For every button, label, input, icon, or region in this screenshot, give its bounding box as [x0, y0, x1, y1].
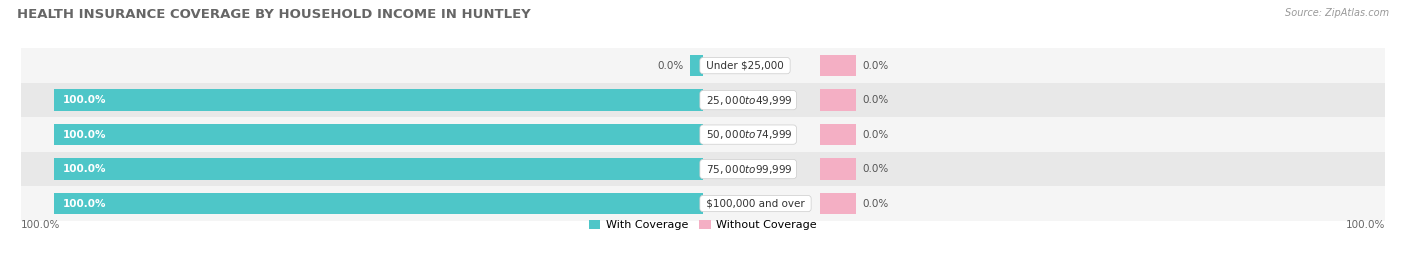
- Text: Source: ZipAtlas.com: Source: ZipAtlas.com: [1285, 8, 1389, 18]
- Bar: [53, 90, 703, 111]
- Bar: [53, 158, 703, 180]
- Bar: [21, 152, 1385, 186]
- Bar: [820, 158, 856, 180]
- Text: 100.0%: 100.0%: [63, 130, 107, 140]
- Bar: [21, 117, 1385, 152]
- Text: 100.0%: 100.0%: [1346, 220, 1385, 230]
- Text: 100.0%: 100.0%: [21, 220, 60, 230]
- Text: 0.0%: 0.0%: [862, 199, 889, 208]
- Text: $75,000 to $99,999: $75,000 to $99,999: [703, 162, 793, 176]
- Text: 0.0%: 0.0%: [862, 164, 889, 174]
- Text: $50,000 to $74,999: $50,000 to $74,999: [703, 128, 793, 141]
- Bar: [820, 193, 856, 214]
- Text: HEALTH INSURANCE COVERAGE BY HOUSEHOLD INCOME IN HUNTLEY: HEALTH INSURANCE COVERAGE BY HOUSEHOLD I…: [17, 8, 530, 21]
- Bar: [820, 90, 856, 111]
- Bar: [21, 48, 1385, 83]
- Text: 100.0%: 100.0%: [63, 95, 107, 105]
- Text: 0.0%: 0.0%: [657, 61, 683, 71]
- Bar: [820, 55, 856, 76]
- Text: 0.0%: 0.0%: [862, 95, 889, 105]
- Text: $100,000 and over: $100,000 and over: [703, 199, 808, 208]
- Bar: [820, 124, 856, 145]
- Legend: With Coverage, Without Coverage: With Coverage, Without Coverage: [585, 215, 821, 235]
- Text: Under $25,000: Under $25,000: [703, 61, 787, 71]
- Text: 0.0%: 0.0%: [862, 61, 889, 71]
- Text: $25,000 to $49,999: $25,000 to $49,999: [703, 94, 793, 107]
- Bar: [21, 186, 1385, 221]
- Text: 0.0%: 0.0%: [862, 130, 889, 140]
- Bar: [53, 193, 703, 214]
- Text: 100.0%: 100.0%: [63, 164, 107, 174]
- Bar: [690, 55, 703, 76]
- Bar: [53, 124, 703, 145]
- Bar: [21, 83, 1385, 117]
- Text: 100.0%: 100.0%: [63, 199, 107, 208]
